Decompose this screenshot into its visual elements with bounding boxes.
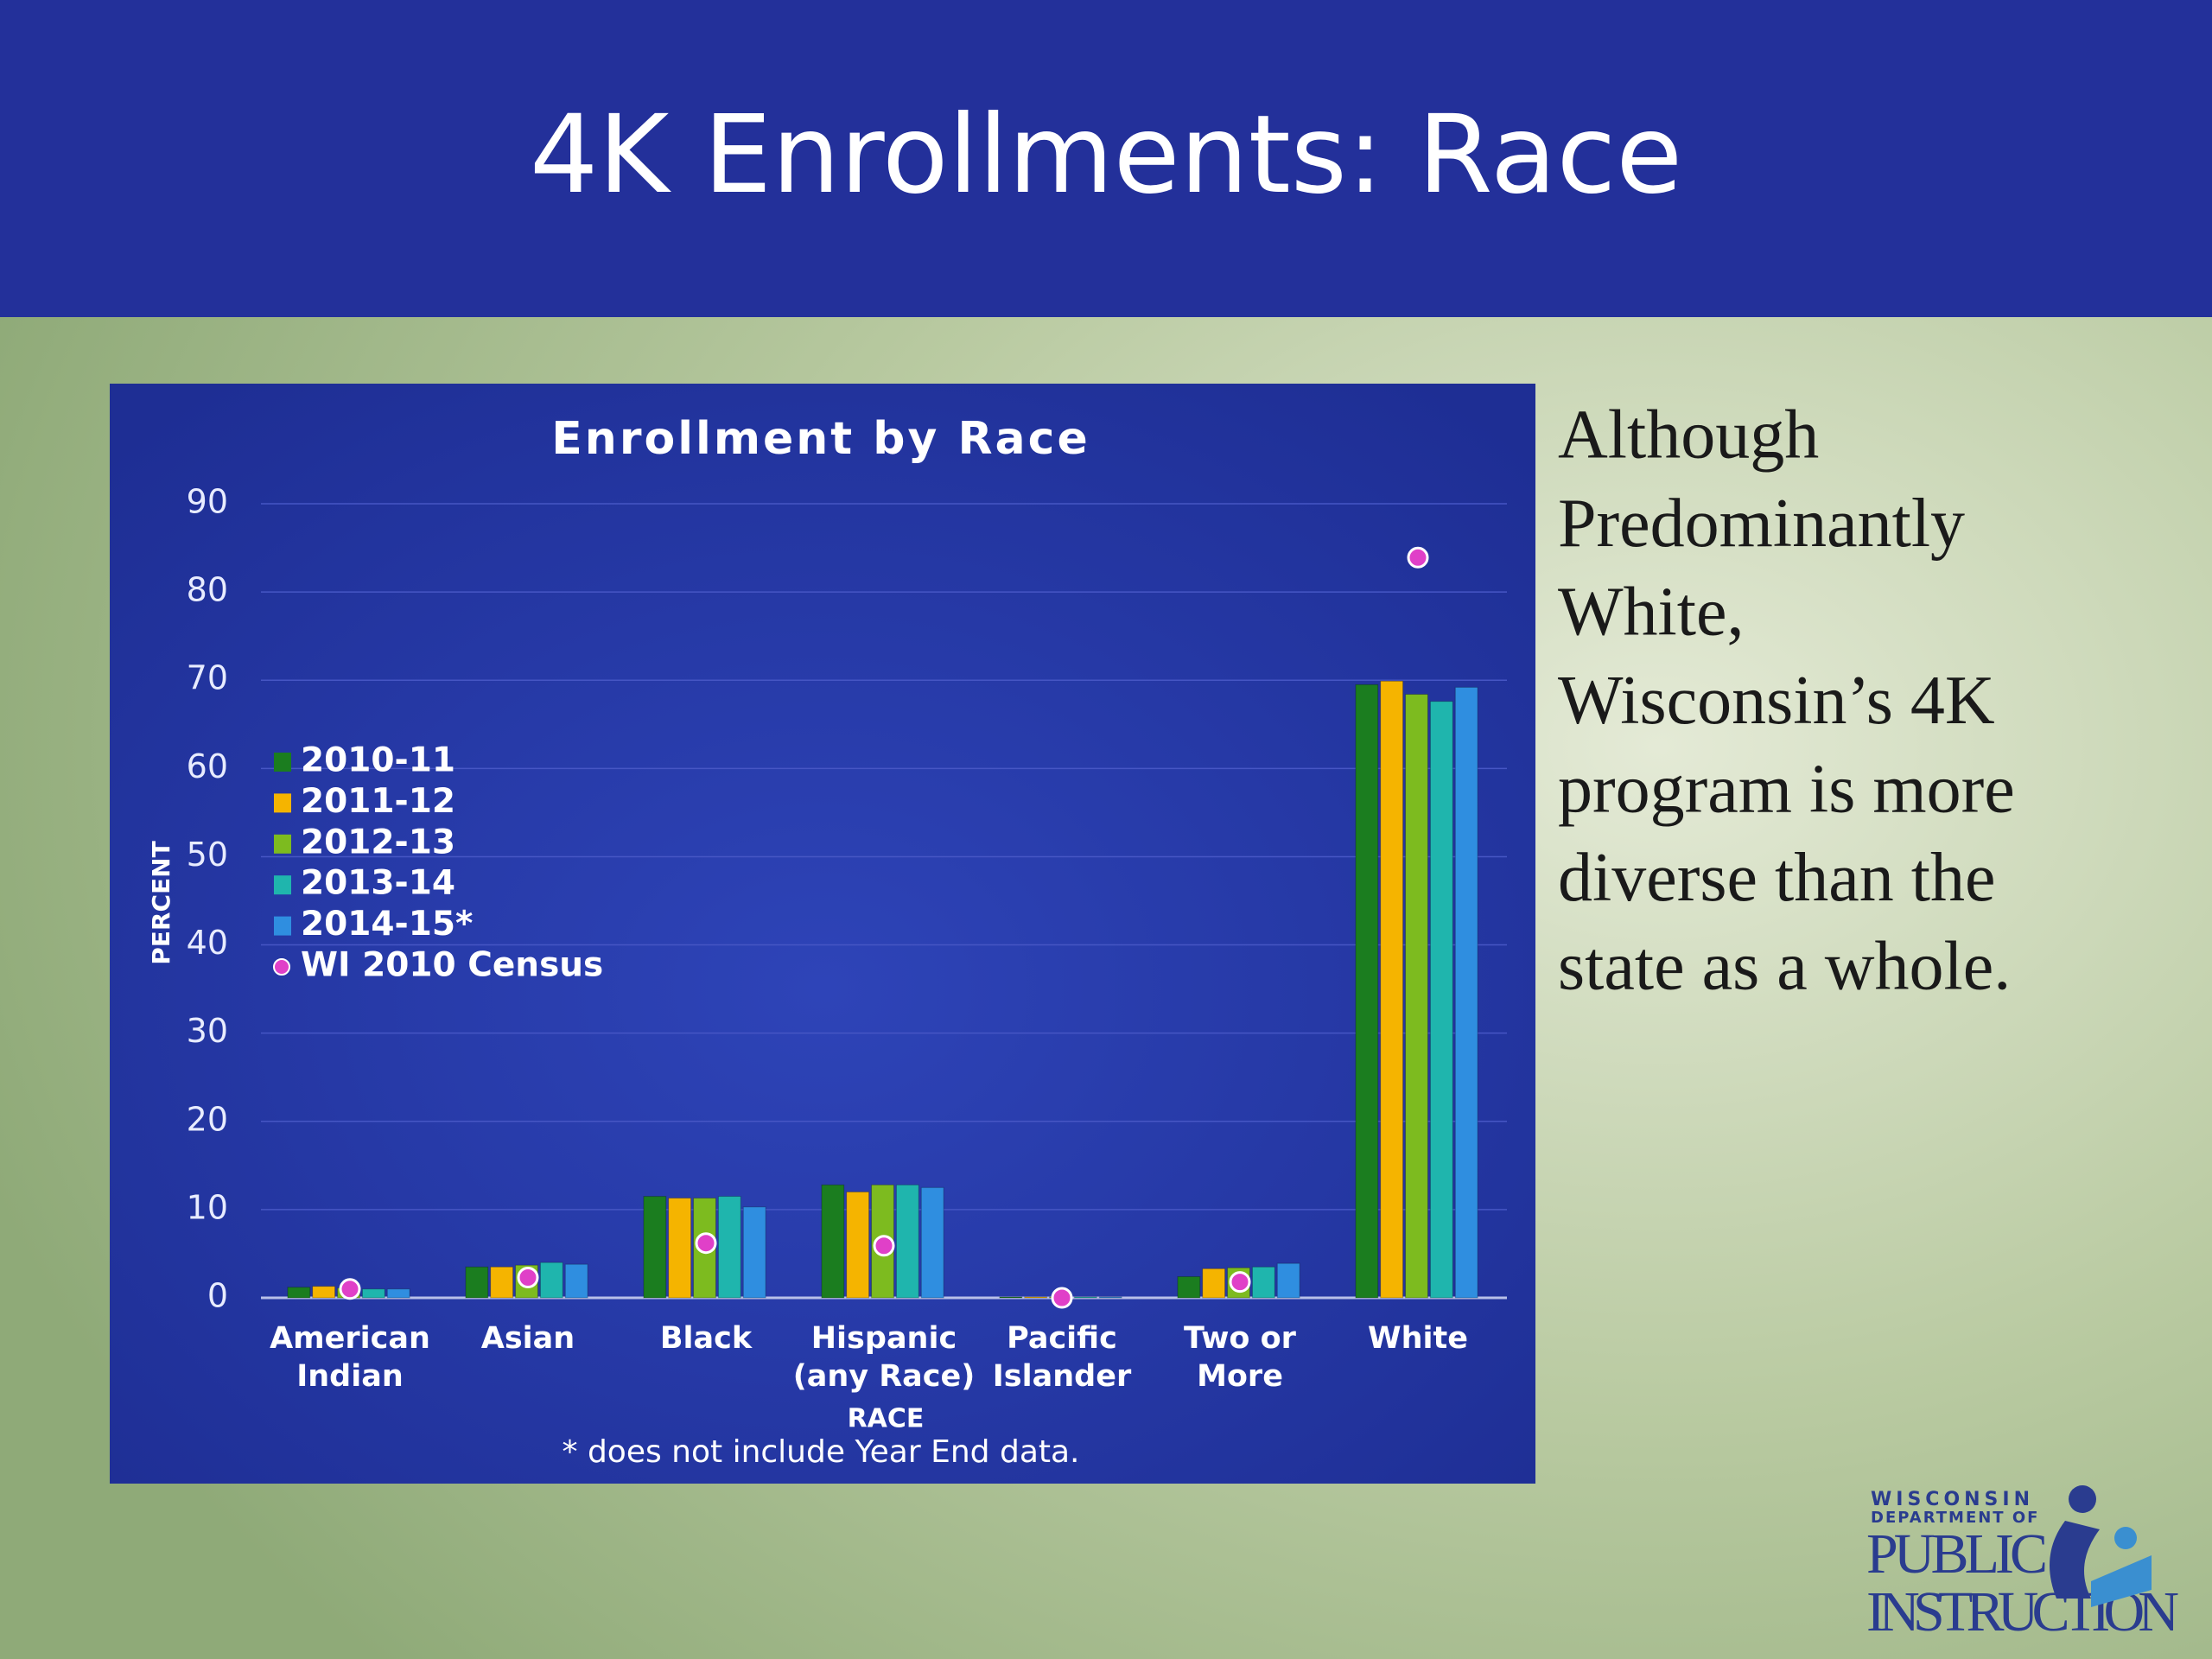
x-tick-label: Asian [481, 1321, 575, 1356]
legend-swatch [274, 834, 291, 854]
bar [1098, 1296, 1122, 1299]
y-tick-label: 60 [187, 747, 228, 785]
bar [999, 1296, 1023, 1299]
x-tick-label: Two or More [1184, 1321, 1297, 1394]
logo-text: PUBLIC [1866, 1522, 2048, 1586]
legend-label: 2010-11 [301, 741, 455, 780]
bar [361, 1288, 385, 1299]
bar [312, 1286, 336, 1299]
logo-icon [2069, 1485, 2096, 1513]
census-dot [517, 1267, 539, 1289]
x-tick-label: American Indian [270, 1321, 430, 1394]
bar [1276, 1262, 1300, 1299]
logo-text: WISCONSIN [1871, 1489, 2034, 1510]
x-tick-label: White [1368, 1321, 1468, 1356]
census-dot [1051, 1287, 1073, 1309]
x-tick-label: Pacific Islander [993, 1321, 1132, 1394]
body-line: Wisconsin’s 4K [1558, 663, 1995, 739]
y-tick-label: 30 [187, 1012, 228, 1050]
legend-swatch [274, 793, 291, 813]
slide-title: 4K Enrollments: Race [530, 92, 1682, 218]
bar [895, 1184, 919, 1299]
logo-icon [2091, 1555, 2152, 1607]
y-tick-label: 20 [187, 1100, 228, 1138]
header-band [0, 0, 2212, 317]
bar [846, 1191, 870, 1299]
bar [1355, 683, 1379, 1299]
y-tick-label: 70 [187, 659, 228, 697]
x-axis-label: RACE [848, 1404, 925, 1434]
bar [465, 1266, 489, 1299]
bar [539, 1262, 563, 1299]
census-dot [339, 1278, 361, 1300]
body-line: White, [1558, 574, 1744, 650]
legend-swatch [274, 916, 291, 936]
y-tick-label: 50 [187, 836, 228, 874]
legend-swatch [274, 753, 291, 772]
y-axis-label: PERCENT [147, 841, 175, 964]
census-dot [1407, 546, 1429, 569]
bar [668, 1198, 692, 1299]
bar [1405, 694, 1428, 1299]
census-dot [873, 1235, 895, 1257]
bar [1024, 1296, 1048, 1299]
body-line: Although [1558, 397, 1819, 473]
y-tick-label: 10 [187, 1188, 228, 1226]
y-tick-label: 0 [207, 1277, 228, 1315]
y-tick-label: 40 [187, 924, 228, 962]
bar [920, 1186, 944, 1299]
bar [1073, 1296, 1097, 1299]
bar [821, 1184, 845, 1299]
logo-icon [2050, 1521, 2100, 1599]
bar [717, 1196, 741, 1299]
bar [386, 1288, 410, 1299]
body-line: program is more [1558, 751, 2015, 827]
bar [287, 1287, 311, 1299]
footnote: * does not include Year End data. [563, 1434, 1080, 1470]
legend-label: WI 2010 Census [301, 946, 603, 985]
census-dot [1229, 1271, 1251, 1294]
bar [564, 1263, 588, 1299]
legend-swatch [273, 958, 290, 976]
legend-label: 2014-15* [301, 905, 473, 944]
legend-label: 2013-14 [301, 864, 455, 903]
logo-text: DEPARTMENT OF [1871, 1509, 2039, 1527]
legend-label: 2011-12 [301, 782, 455, 821]
x-tick-label: Hispanic (any Race) [793, 1321, 976, 1394]
body-line: diverse than the [1558, 840, 1995, 916]
logo-icon [2114, 1527, 2137, 1549]
bar [1380, 680, 1404, 1299]
y-tick-label: 80 [187, 571, 228, 609]
bar [1251, 1266, 1275, 1299]
bar [1429, 701, 1453, 1299]
y-tick-label: 90 [187, 483, 228, 521]
chart-title: Enrollment by Race [551, 413, 1090, 465]
body-text: Although Predominantly White, Wisconsin’s 4… [1558, 397, 2015, 1004]
census-dot [695, 1232, 717, 1255]
bar [1202, 1268, 1226, 1299]
legend-label: 2012-13 [301, 823, 455, 861]
bar [1454, 686, 1478, 1299]
body-line: state as a whole. [1558, 928, 2011, 1004]
bar [1177, 1275, 1201, 1299]
bar [490, 1266, 514, 1299]
body-line: Predominantly [1558, 486, 1965, 562]
bar [742, 1206, 766, 1299]
x-tick-label: Black [660, 1321, 753, 1356]
legend-swatch [274, 875, 291, 895]
logo: WISCONSIN DEPARTMENT OF PUBLIC INSTRUCTI… [1866, 1485, 2179, 1643]
chart-panel [110, 384, 1535, 1484]
bar [643, 1196, 667, 1299]
